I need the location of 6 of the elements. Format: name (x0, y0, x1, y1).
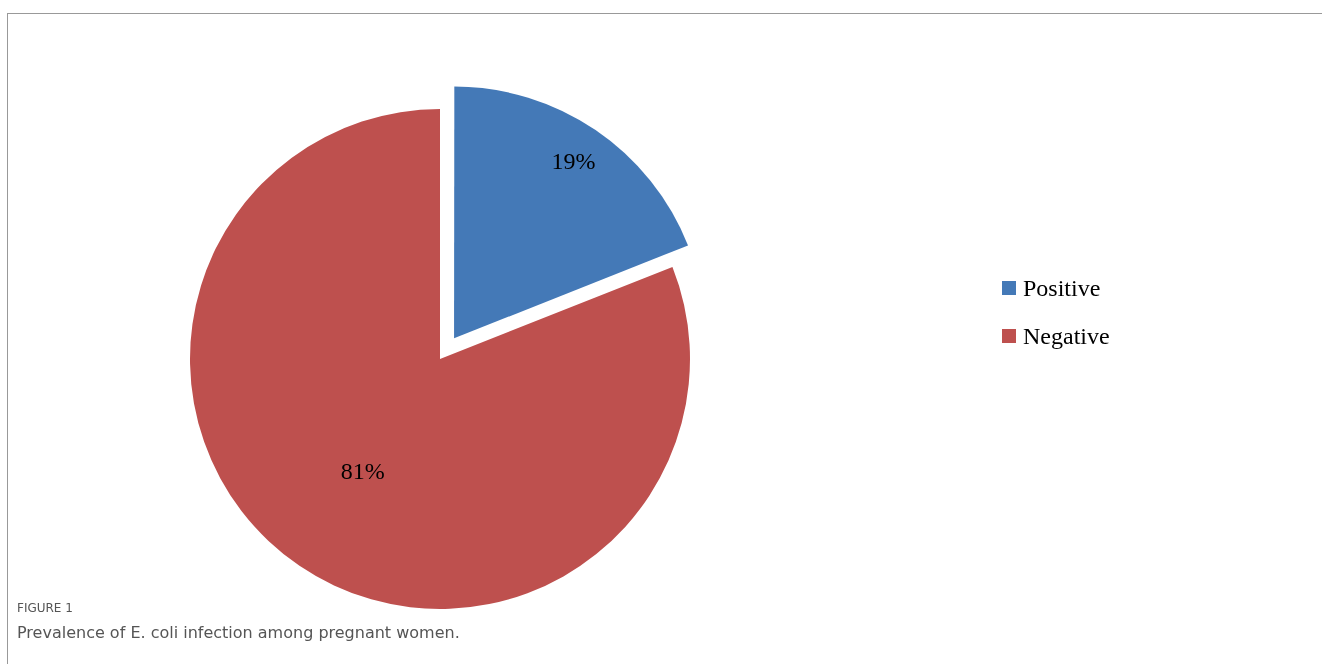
legend-label: Negative (1023, 322, 1110, 350)
data-label: 81% (340, 458, 385, 485)
text: FIGURE 1 (17, 601, 73, 615)
data-label: 19% (551, 147, 596, 174)
text: Prevalence of E. coli infection among pregnant women. (17, 623, 460, 642)
legend-label: Positive (1023, 274, 1101, 302)
